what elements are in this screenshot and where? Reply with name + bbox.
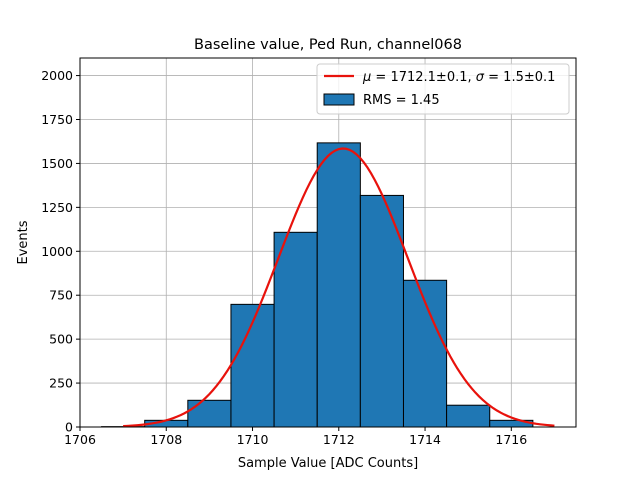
y-tick-label: 1250	[41, 200, 73, 215]
x-tick-label: 1710	[237, 432, 269, 447]
histogram-bar	[447, 405, 490, 427]
legend: μ = 1712.1±0.1, σ = 1.5±0.1 RMS = 1.45	[317, 64, 569, 114]
y-tick-label: 500	[49, 332, 73, 347]
y-axis-label: Events	[16, 220, 31, 264]
y-tick-label: 1750	[41, 112, 73, 127]
histogram-bar	[317, 143, 360, 427]
histogram-bar	[274, 232, 317, 427]
y-tick-label: 750	[49, 288, 73, 303]
x-tick-label: 1716	[495, 432, 527, 447]
y-tick-label: 1500	[41, 156, 73, 171]
x-tick-label: 1712	[323, 432, 355, 447]
x-axis-label: Sample Value [ADC Counts]	[238, 456, 418, 471]
legend-patch-swatch	[324, 94, 354, 105]
x-tick-label: 1714	[409, 432, 441, 447]
x-tick-label: 1708	[150, 432, 182, 447]
chart-title: Baseline value, Ped Run, channel068	[194, 37, 462, 53]
legend-sigma-value: = 1.5±0.1	[484, 70, 555, 85]
y-tick-label: 2000	[41, 68, 73, 83]
legend-mu-value: = 1712.1±0.1,	[371, 70, 475, 85]
y-tick-label: 250	[49, 376, 73, 391]
y-tick-label: 0	[65, 420, 73, 435]
y-tick-label: 1000	[41, 244, 73, 259]
histogram-bar	[188, 400, 231, 427]
legend-mu-symbol: μ	[362, 70, 371, 85]
legend-rms-label: RMS = 1.45	[363, 93, 440, 108]
legend-fit-label: μ = 1712.1±0.1, σ = 1.5±0.1	[362, 70, 555, 85]
